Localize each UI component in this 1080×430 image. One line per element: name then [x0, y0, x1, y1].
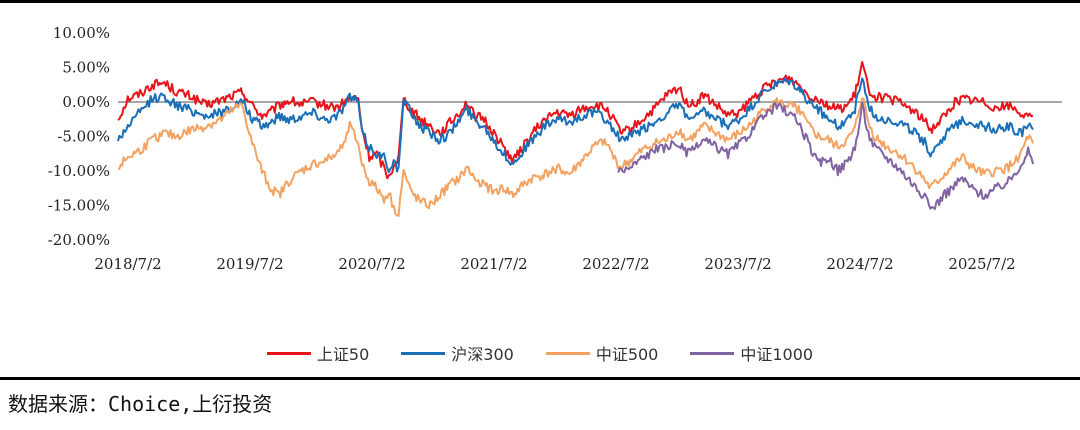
legend-item-csi300: 沪深300 [401, 341, 514, 365]
y-tick-label: -5.00% [57, 128, 110, 146]
series-line-2 [117, 97, 1034, 217]
legend: 上证50 沪深300 中证500 中证1000 [0, 341, 1080, 365]
x-tick-label: 2025/7/2 [948, 255, 1015, 273]
y-tick-label: -20.00% [48, 231, 110, 249]
x-tick-label: 2023/7/2 [704, 255, 771, 273]
x-tick-label: 2018/7/2 [94, 255, 161, 273]
legend-item-csi500: 中证500 [545, 341, 659, 365]
y-tick-label: 5.00% [62, 59, 110, 77]
legend-item-csi1000: 中证1000 [690, 341, 813, 365]
y-tick-label: -15.00% [48, 197, 110, 215]
y-tick-label: 10.00% [53, 24, 110, 42]
series-lines [117, 61, 1034, 217]
bottom-rule [0, 377, 1080, 380]
legend-swatch-csi500 [545, 351, 590, 355]
legend-label-csi1000: 中证1000 [740, 345, 814, 364]
legend-swatch-sse50 [266, 351, 311, 355]
x-tick-label: 2019/7/2 [216, 255, 283, 273]
series-line-1 [117, 77, 1034, 174]
legend-swatch-csi1000 [690, 351, 735, 355]
top-rule [0, 0, 1080, 3]
y-axis-ticks: 10.00% 5.00% 0.00% -5.00% -10.00% -15.00% -20.… [48, 24, 110, 249]
y-tick-label: -10.00% [48, 162, 110, 180]
series-line-3 [617, 101, 1034, 210]
y-tick-label: 0.00% [62, 93, 110, 111]
series-line-0 [117, 61, 1034, 180]
x-tick-label: 2024/7/2 [826, 255, 893, 273]
x-tick-label: 2020/7/2 [338, 255, 405, 273]
x-axis-ticks: 2018/7/2 2019/7/2 2020/7/2 2021/7/2 2022/7/2… [94, 255, 1015, 273]
legend-swatch-csi300 [401, 351, 446, 355]
legend-item-sse50: 上证50 [266, 341, 370, 365]
line-chart: 10.00% 5.00% 0.00% -5.00% -10.00% -15.00% -20.… [48, 24, 1062, 273]
legend-label-sse50: 上证50 [316, 345, 370, 364]
source-note: 数据来源：Choice,上衍投资 [8, 392, 273, 416]
legend-label-csi500: 中证500 [595, 345, 659, 364]
x-tick-label: 2022/7/2 [582, 255, 649, 273]
legend-label-csi300: 沪深300 [451, 345, 514, 364]
x-tick-label: 2021/7/2 [460, 255, 527, 273]
